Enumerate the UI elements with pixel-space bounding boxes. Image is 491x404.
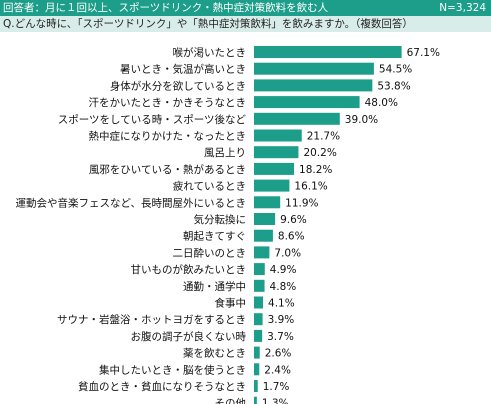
category-label: 身体が水分を欲しているとき bbox=[110, 79, 246, 92]
value-label: 7.0% bbox=[274, 247, 301, 259]
bar bbox=[254, 179, 290, 192]
bar bbox=[254, 363, 260, 376]
bar bbox=[254, 129, 302, 142]
respondent-description: 回答者：月に１回以上、スポーツドリンク・熱中症対策飲料を飲む人 bbox=[3, 2, 329, 14]
category-label: 風呂上り bbox=[204, 147, 246, 159]
category-label: 食事中 bbox=[215, 297, 247, 310]
category-label: 気分転換に bbox=[194, 213, 247, 226]
value-label: 21.7% bbox=[307, 131, 340, 143]
value-label: 4.1% bbox=[268, 298, 295, 310]
category-label: お腹の調子が良くない時 bbox=[131, 330, 247, 343]
value-label: 48.0% bbox=[365, 97, 398, 109]
category-label: 暑いとき・気温が高いとき bbox=[120, 63, 246, 76]
bar-chart: 喉が渇いたとき 67.1% 暑いとき・気温が高いとき 54.5% 身体が水分を欲している… bbox=[16, 46, 440, 404]
category-label: 薬を飲むとき bbox=[183, 347, 246, 360]
category-label: 喉が渇いたとき bbox=[173, 46, 247, 59]
bar bbox=[254, 263, 265, 276]
bar bbox=[254, 213, 276, 225]
category-label: 甘いものが飲みたいとき bbox=[131, 263, 247, 276]
category-label: 運動会や音楽フェスなど、長時間屋外にいるとき bbox=[16, 196, 246, 209]
sample-size: N=3,324 bbox=[439, 2, 486, 14]
bar bbox=[254, 146, 299, 159]
category-label: 朝起きてすぐ bbox=[183, 231, 246, 243]
bar bbox=[254, 162, 295, 175]
category-label: 熱中症になりかけた・なったとき bbox=[89, 130, 247, 143]
category-label: サウナ・岩盤浴・ホットヨガをするとき bbox=[57, 313, 246, 326]
value-label: 16.1% bbox=[294, 181, 327, 193]
bar bbox=[254, 46, 402, 58]
question-bar: Q.どんな時に、「スポーツドリンク」や「熱中症対策飲料」を飲みますか。（複数回答… bbox=[0, 16, 491, 32]
category-label: 通勤・通学中 bbox=[183, 280, 246, 293]
bar bbox=[254, 329, 263, 342]
value-label: 2.4% bbox=[264, 364, 291, 376]
bar bbox=[254, 196, 281, 209]
value-label: 4.8% bbox=[270, 281, 297, 293]
category-label: 集中したいとき・脳を使うとき bbox=[99, 363, 246, 376]
value-label: 1.3% bbox=[262, 398, 289, 404]
category-label: その他 bbox=[215, 397, 247, 404]
bar bbox=[254, 396, 257, 404]
value-label: 54.5% bbox=[379, 64, 412, 76]
value-label: 3.7% bbox=[267, 331, 294, 343]
category-label: スポーツをしている時・スポーツ後など bbox=[58, 113, 247, 126]
value-label: 20.2% bbox=[303, 147, 336, 159]
bar bbox=[254, 296, 264, 309]
bar bbox=[254, 79, 373, 92]
value-label: 18.2% bbox=[299, 164, 332, 176]
bar bbox=[254, 279, 265, 292]
value-label: 9.6% bbox=[280, 214, 307, 226]
category-label: 二日酔いのとき bbox=[173, 246, 247, 259]
bar bbox=[254, 62, 374, 75]
value-label: 4.9% bbox=[270, 264, 297, 276]
category-label: 汗をかいたとき・かきそうなとき bbox=[89, 96, 247, 109]
bar bbox=[254, 313, 263, 326]
category-label: 風邪をひいている・熱があるとき bbox=[89, 163, 246, 176]
value-label: 3.9% bbox=[268, 314, 295, 326]
bar bbox=[254, 112, 340, 125]
chart-header: 回答者：月に１回以上、スポーツドリンク・熱中症対策飲料を飲む人 N=3,324 bbox=[0, 0, 491, 16]
bar bbox=[254, 346, 260, 359]
category-label: 疲れているとき bbox=[173, 180, 246, 193]
value-label: 67.1% bbox=[407, 47, 440, 59]
bar bbox=[254, 96, 360, 109]
value-label: 39.0% bbox=[345, 114, 378, 126]
value-label: 53.8% bbox=[377, 80, 410, 92]
bar bbox=[254, 246, 270, 259]
question-text: Q.どんな時に、「スポーツドリンク」や「熱中症対策飲料」を飲みますか。（複数回答… bbox=[3, 18, 413, 30]
value-label: 2.6% bbox=[265, 348, 292, 360]
value-label: 1.7% bbox=[263, 381, 290, 393]
value-label: 8.6% bbox=[278, 231, 305, 243]
category-label: 貧血のとき・貧血になりそうなとき bbox=[78, 380, 246, 393]
bar bbox=[254, 229, 273, 242]
value-label: 11.9% bbox=[285, 197, 318, 209]
bar bbox=[254, 380, 258, 392]
